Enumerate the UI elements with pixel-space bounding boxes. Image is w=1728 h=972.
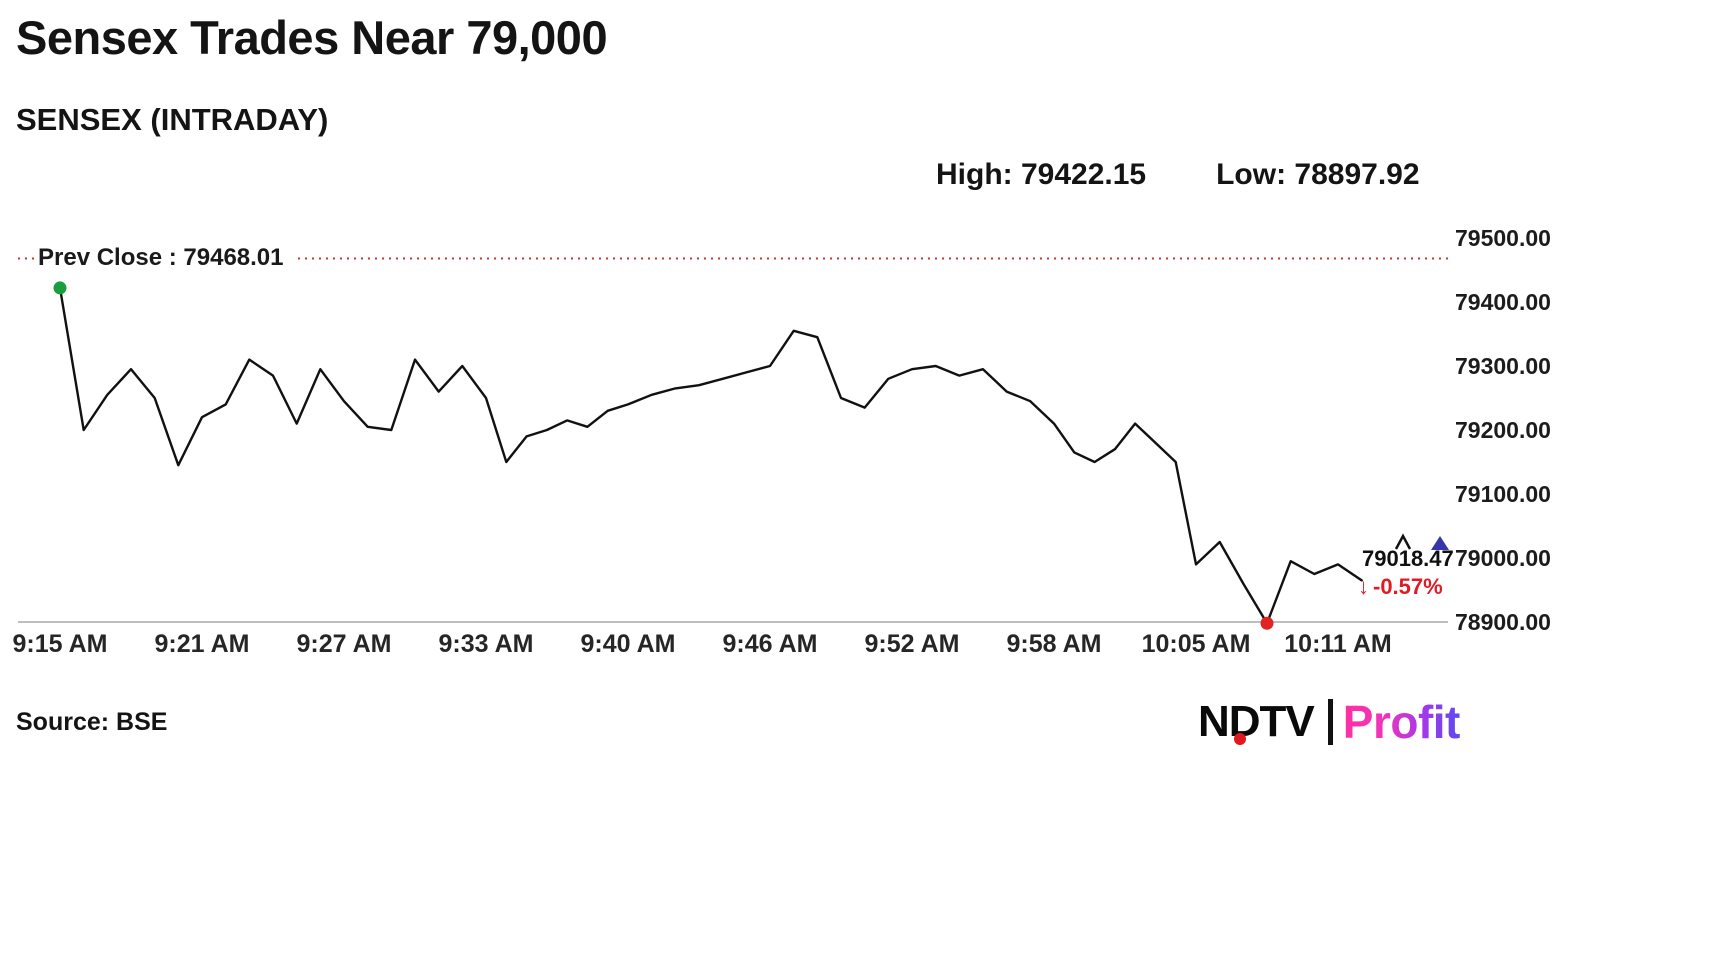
profit-wordmark: Profit bbox=[1342, 696, 1461, 748]
ndtv-red-dot-icon bbox=[1234, 733, 1246, 745]
y-tick-label: 79300.00 bbox=[1455, 353, 1551, 379]
change-percent: -0.57% bbox=[1373, 574, 1443, 599]
current-price: 79018.47 bbox=[1362, 546, 1454, 571]
page-title: Sensex Trades Near 79,000 bbox=[16, 11, 608, 64]
high-low-stats: High: 79422.15 Low: 78897.92 bbox=[936, 158, 1420, 192]
y-tick-label: 79500.00 bbox=[1455, 225, 1551, 251]
x-tick-label: 9:33 AM bbox=[438, 630, 534, 658]
low-value: Low: 78897.92 bbox=[1216, 158, 1420, 191]
y-tick-label: 79400.00 bbox=[1455, 289, 1551, 315]
down-arrow-icon: ↓ bbox=[1358, 574, 1369, 599]
x-tick-label: 9:52 AM bbox=[864, 630, 960, 658]
current-value-marker-icon bbox=[1431, 536, 1449, 550]
low-dot-icon bbox=[1260, 616, 1274, 630]
x-tick-label: 10:11 AM bbox=[1284, 630, 1392, 658]
x-tick-label: 10:05 AM bbox=[1141, 630, 1251, 658]
ndtv-profit-logo: NDTV Profit bbox=[1198, 694, 1460, 750]
x-tick-label: 9:27 AM bbox=[296, 630, 392, 658]
y-tick-label: 78900.00 bbox=[1455, 609, 1551, 635]
current-change: ↓ -0.57% bbox=[1358, 574, 1443, 600]
chart-area: Prev Close : 79468.01 79018.47 ↓ -0.57% 7… bbox=[0, 212, 1728, 682]
y-tick-label: 79000.00 bbox=[1455, 545, 1551, 571]
logo-divider bbox=[1327, 699, 1333, 745]
prev-close-label: Prev Close : 79468.01 bbox=[34, 243, 294, 273]
x-tick-label: 9:15 AM bbox=[12, 630, 108, 658]
high-value: High: 79422.15 bbox=[936, 158, 1147, 191]
price-line bbox=[58, 286, 1363, 625]
x-tick-label: 9:58 AM bbox=[1006, 630, 1102, 658]
y-tick-label: 79100.00 bbox=[1455, 481, 1551, 507]
y-tick-label: 79200.00 bbox=[1455, 417, 1551, 443]
source-label: Source: BSE bbox=[16, 708, 168, 736]
caret-marker-icon bbox=[1394, 533, 1412, 550]
x-tick-label: 9:21 AM bbox=[154, 630, 250, 658]
ndtv-wordmark: NDTV bbox=[1198, 697, 1315, 746]
x-tick-label: 9:40 AM bbox=[580, 630, 676, 658]
x-tick-label: 9:46 AM bbox=[722, 630, 818, 658]
open-dot-icon bbox=[53, 281, 67, 295]
chart-subtitle: SENSEX (INTRADAY) bbox=[16, 102, 329, 137]
